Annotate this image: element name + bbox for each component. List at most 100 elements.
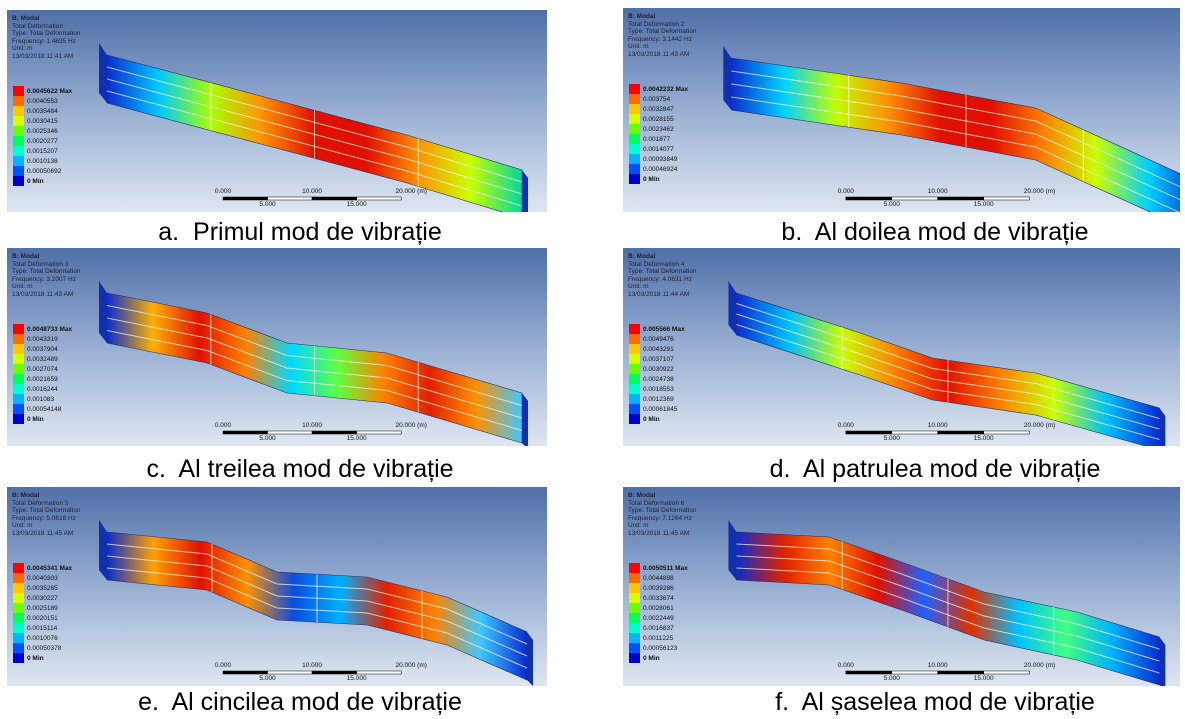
beam-view <box>623 8 1180 212</box>
legend-label: 0.0023462 <box>643 126 674 133</box>
legend-row: 0.0023462 <box>629 124 688 134</box>
scale-segment <box>846 197 892 200</box>
legend-swatch <box>629 583 640 593</box>
legend-swatch <box>629 414 640 424</box>
legend-label: 0.0050511 Max <box>643 565 688 572</box>
legend-row: 0.0028061 <box>629 603 688 613</box>
info-line: 13/03/2018 11:44 AM <box>628 291 697 299</box>
beam-end <box>99 520 107 580</box>
info-title: B: Modal <box>628 13 697 21</box>
legend-row: 0.0025346 <box>13 126 72 136</box>
legend: 0.0045622 Max0.00405530.00354840.0030415… <box>13 86 72 186</box>
legend-row: 0.001877 <box>629 134 688 144</box>
info-block: B: ModalTotal Deformation 2Type: Total D… <box>628 13 697 59</box>
legend-swatch <box>629 653 640 663</box>
info-line: Total Deformation 3 <box>12 261 81 269</box>
scale-segment <box>938 671 984 674</box>
legend-label: 0.0014077 <box>643 146 674 153</box>
legend-label: 0.0030922 <box>643 366 674 373</box>
legend-row: 0.0014077 <box>629 144 688 154</box>
legend-swatch <box>13 354 24 364</box>
beam-end <box>522 170 528 212</box>
legend-row: 0.0016837 <box>629 623 688 633</box>
legend-swatch <box>13 414 24 424</box>
legend-row: 0.0015207 <box>13 146 72 156</box>
legend-row: 0.00061845 <box>629 404 685 414</box>
legend-row: 0.0035484 <box>13 106 72 116</box>
legend-swatch <box>629 174 640 184</box>
beam-view <box>7 10 547 212</box>
scale-label: 5.000 <box>259 675 275 682</box>
legend-row: 0.0021659 <box>13 374 72 384</box>
scale-label: 20.000 (m) <box>1024 422 1055 429</box>
scale-label: 5.000 <box>259 435 275 442</box>
scale-segment <box>984 431 1030 434</box>
info-title: B: Modal <box>12 15 81 23</box>
legend-swatch <box>13 136 24 146</box>
legend-label: 0.0043319 <box>27 336 58 343</box>
legend-label: 0.0040553 <box>27 98 58 105</box>
scale-label: 0.000 <box>838 422 854 429</box>
legend-label: 0.0030415 <box>27 118 58 125</box>
result-panel: B: ModalTotal Deformation 4Type: Total D… <box>623 248 1180 446</box>
scale-segment <box>223 431 268 434</box>
scale-segment <box>938 197 984 200</box>
legend-row: 0 Min <box>13 414 72 424</box>
legend-swatch <box>13 166 24 176</box>
info-line: Type: Total Deformation <box>12 30 81 38</box>
legend-label: 0.0022449 <box>643 615 674 622</box>
legend-swatch <box>629 144 640 154</box>
legend-label: 0.0035265 <box>27 585 58 592</box>
legend-label: 0 Min <box>643 416 660 423</box>
legend-swatch <box>13 156 24 166</box>
legend-label: 0.0045341 Max <box>27 565 72 572</box>
legend-swatch <box>13 176 24 186</box>
legend-row: 0.0044898 <box>629 573 688 583</box>
scale-segment <box>846 431 892 434</box>
scale-segment <box>312 197 357 200</box>
legend-swatch <box>13 623 24 633</box>
legend-label: 0.0024738 <box>643 376 674 383</box>
info-line: Total Deformation 6 <box>628 500 697 508</box>
legend-swatch <box>13 334 24 344</box>
legend-row: 0.0030227 <box>13 593 72 603</box>
legend-row: 0.0018553 <box>629 384 685 394</box>
scale-label: 0.000 <box>215 188 231 195</box>
legend-swatch <box>13 593 24 603</box>
figure: B: ModalTotal DeformationType: Total Def… <box>0 0 1185 719</box>
legend-label: 0.00050378 <box>27 645 61 652</box>
scale-label: 20.000 (m) <box>395 422 426 429</box>
info-title: B: Modal <box>12 492 81 500</box>
legend-label: 0.0016244 <box>27 386 58 393</box>
scale-label: 5.000 <box>884 675 900 682</box>
legend-label: 0.00093849 <box>643 156 677 163</box>
legend-row: 0 Min <box>629 174 688 184</box>
info-line: 13/03/2018 11:43 AM <box>628 51 697 59</box>
beam-end <box>99 281 107 343</box>
info-line: Frequency: 1.4695 Hz <box>12 38 81 46</box>
beam-end <box>522 393 528 446</box>
legend-row: 0.0025189 <box>13 603 72 613</box>
result-panel: B: ModalTotal Deformation 6Type: Total D… <box>623 487 1180 686</box>
info-line: Frequency: 4.0631 Hz <box>628 276 697 284</box>
scale-label: 20.000 (m) <box>1024 662 1055 669</box>
legend-row: 0.00050692 <box>13 166 72 176</box>
legend-row: 0 Min <box>629 414 685 424</box>
info-line: Type: Total Deformation <box>12 507 81 515</box>
scale-label: 0.000 <box>215 422 231 429</box>
scale-label: 20.000 (m) <box>395 662 426 669</box>
scale-label: 10.000 <box>928 662 948 669</box>
legend-row: 0.0042232 Max <box>629 84 688 94</box>
info-line: Unit: m <box>12 522 81 530</box>
legend-row: 0.0039286 <box>629 583 688 593</box>
scale-segment <box>846 671 892 674</box>
legend-label: 0.0015207 <box>27 148 58 155</box>
legend-row: 0.0022449 <box>629 613 688 623</box>
result-panel: B: ModalTotal Deformation 2Type: Total D… <box>623 8 1180 212</box>
legend-label: 0.0010076 <box>27 635 58 642</box>
legend-swatch <box>13 653 24 663</box>
info-line: Frequency: 3.1442 Hz <box>628 36 697 44</box>
legend-row: 0.00050378 <box>13 643 72 653</box>
legend-row: 0.0049476 <box>629 334 685 344</box>
scale-label: 5.000 <box>884 201 900 208</box>
